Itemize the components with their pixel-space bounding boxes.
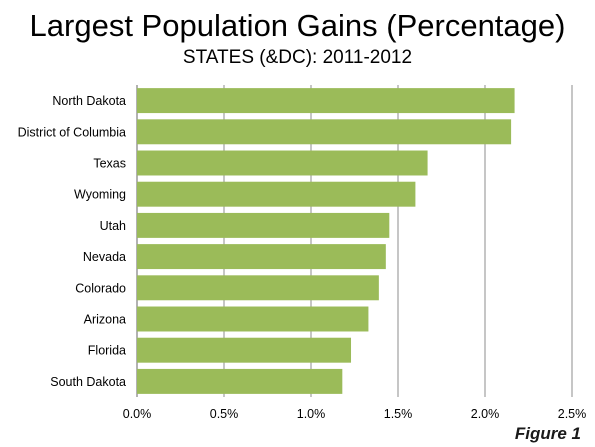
- bars: [137, 88, 515, 394]
- bar: [137, 337, 352, 363]
- bar: [137, 275, 379, 301]
- category-label: Colorado: [75, 281, 126, 295]
- x-tick-labels: 0.0% 0.5% 1.0% 1.5% 2.0% 2.5%: [123, 407, 587, 421]
- bar: [137, 212, 390, 238]
- category-label: Arizona: [84, 313, 126, 327]
- bar: [137, 181, 416, 207]
- bar: [137, 244, 386, 270]
- x-tick-label: 0.0%: [123, 407, 152, 421]
- bar: [137, 88, 515, 114]
- category-label: Florida: [88, 344, 126, 358]
- category-label: Texas: [93, 157, 126, 171]
- x-tick-label: 2.5%: [558, 407, 587, 421]
- category-label: Wyoming: [74, 188, 126, 202]
- bar: [137, 119, 512, 145]
- x-tick-label: 1.0%: [297, 407, 326, 421]
- category-label: District of Columbia: [18, 125, 126, 139]
- category-label: South Dakota: [50, 375, 126, 389]
- category-label: Nevada: [83, 250, 126, 264]
- x-tick-label: 1.5%: [384, 407, 413, 421]
- category-labels: North Dakota District of Columbia Texas Wyo…: [18, 94, 126, 389]
- category-label: Utah: [100, 219, 126, 233]
- chart-subtitle: STATES (&DC): 2011-2012: [182, 47, 413, 68]
- x-tick-label: 2.0%: [471, 407, 500, 421]
- bar: [137, 306, 369, 332]
- figure-label: Figure 1: [514, 424, 581, 443]
- category-label: North Dakota: [52, 94, 126, 108]
- bar: [137, 150, 428, 176]
- bar: [137, 368, 343, 394]
- x-tick-label: 0.5%: [210, 407, 239, 421]
- chart-title: Largest Population Gains (Percentage): [29, 8, 566, 43]
